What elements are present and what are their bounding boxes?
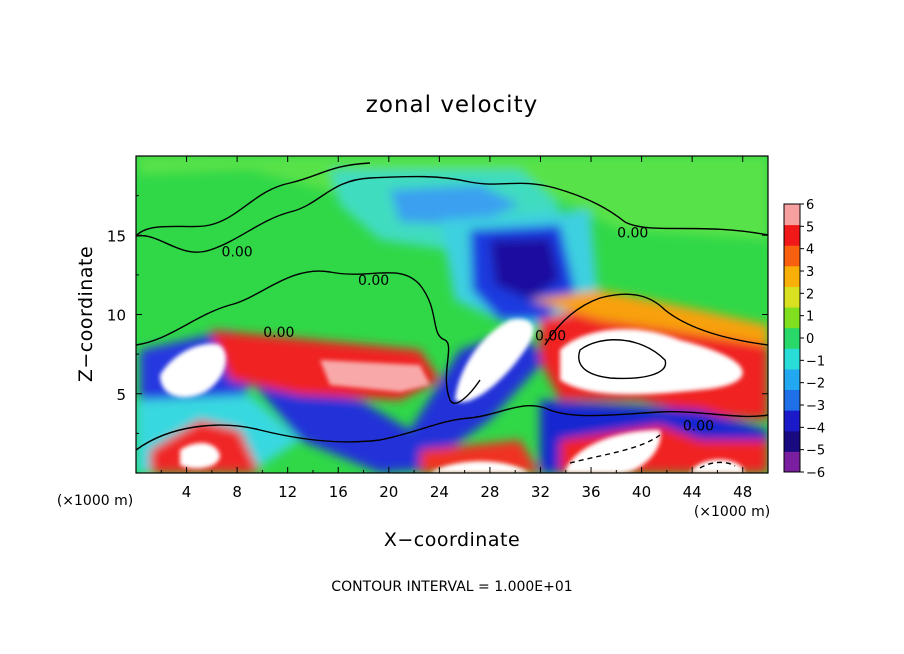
contour-label: 0.00 <box>263 325 294 341</box>
colorbar-labels: 6 5 4 3 2 1 0 −1 −2 −3 −4 −5 −6 <box>800 198 825 481</box>
pink-patch-middle <box>320 360 430 392</box>
colorbar-segment <box>784 224 800 246</box>
contour-lower <box>136 404 768 451</box>
y-tick-label: 10 <box>107 307 126 325</box>
colorbar-tick-label: 0 <box>806 332 814 347</box>
x-unit-right: (×1000 m) <box>694 504 770 520</box>
colorbar-tick-label: 5 <box>806 220 814 235</box>
x-tick-label: 8 <box>232 483 242 501</box>
colorbar-segment <box>784 265 800 287</box>
center-white-core <box>455 319 534 402</box>
lower-left-white-core <box>180 443 220 469</box>
y-axis-ticks: 5 10 15 <box>107 195 768 434</box>
contour-dashed-2 <box>699 461 736 469</box>
x-tick-label: 4 <box>182 483 192 501</box>
plot-area: 0.00 0.00 0.00 0.00 0.00 0.00 <box>136 156 768 473</box>
x-axis-label: X−coordinate <box>384 529 520 551</box>
colorbar-tick-label: −6 <box>806 466 825 481</box>
dark-blue-core <box>490 238 560 300</box>
contour-label: 0.00 <box>358 273 389 289</box>
x-tick-label: 20 <box>379 483 398 501</box>
orange-band-right <box>530 290 768 345</box>
x-tick-label: 12 <box>278 483 297 501</box>
lower-far-right-white-core <box>690 459 745 473</box>
x-axis-ticks: 4 8 12 16 20 24 28 32 36 40 44 48 <box>160 156 752 501</box>
x-tick-label: 16 <box>329 483 348 501</box>
colorbar-segment <box>784 451 800 473</box>
x-tick-label: 40 <box>632 483 651 501</box>
contour-mid <box>136 270 481 404</box>
colorbar-tick-label: −4 <box>806 421 825 436</box>
colorbar-segment <box>784 430 800 452</box>
contour-label: 0.00 <box>683 419 714 435</box>
contour-label: 0.00 <box>617 225 648 241</box>
contour-upper <box>136 175 768 253</box>
colorbar-segment <box>784 348 800 370</box>
colorbar-segment <box>784 368 800 391</box>
right-white-core <box>560 329 743 395</box>
colorbar-segment <box>784 286 800 308</box>
contour-label: 0.00 <box>222 244 253 260</box>
contour-label: 0.00 <box>535 328 566 344</box>
x-unit-left: (×1000 m) <box>57 493 133 509</box>
y-tick-label: 5 <box>116 386 126 404</box>
x-tick-label: 36 <box>581 483 600 501</box>
x-tick-label: 48 <box>733 483 752 501</box>
upper-blue-patch <box>390 185 520 225</box>
lower-middle-red <box>420 440 540 473</box>
contour-interval-note: CONTOUR INTERVAL = 1.000E+01 <box>331 579 572 595</box>
colorbar-segment <box>784 307 800 329</box>
colorbar-segment <box>784 327 800 349</box>
lower-middle-white-core <box>430 461 530 473</box>
x-tick-label: 44 <box>683 483 702 501</box>
colorbar-tick-label: −2 <box>806 377 825 392</box>
colorbar-segment <box>784 204 800 226</box>
contour-labels: 0.00 0.00 0.00 0.00 0.00 0.00 <box>222 225 715 435</box>
upper-green-region <box>136 156 768 240</box>
lower-right-white-core <box>565 430 661 473</box>
colorbar-tick-label: −1 <box>806 354 825 369</box>
colorbar-tick-label: −3 <box>806 399 825 414</box>
contour-core-right <box>578 339 667 380</box>
colorbar-segment <box>784 389 800 411</box>
y-axis-label: Z−coordinate <box>75 246 97 382</box>
colorbar-tick-label: 4 <box>806 243 814 258</box>
x-tick-label: 24 <box>430 483 449 501</box>
colorbar-tick-label: 6 <box>806 198 814 213</box>
x-tick-label: 28 <box>480 483 499 501</box>
y-tick-label: 15 <box>107 227 126 245</box>
colorbar-segment <box>784 245 800 267</box>
x-tick-label: 32 <box>531 483 550 501</box>
velocity-extremes <box>160 319 745 473</box>
colorbar-tick-label: 3 <box>806 265 814 280</box>
colorbar-tick-label: 2 <box>806 287 814 302</box>
left-white-core <box>160 343 226 398</box>
contour-dashed <box>569 434 661 464</box>
colorbar-tick-label: −5 <box>806 444 825 459</box>
colorbar <box>784 204 800 473</box>
chart-title: zonal velocity <box>366 92 538 118</box>
colorbar-segment <box>784 410 800 432</box>
contour-upper-left <box>136 162 371 237</box>
colorbar-tick-label: 1 <box>806 310 814 325</box>
contour-right <box>544 293 768 346</box>
zero-contours <box>136 162 768 469</box>
